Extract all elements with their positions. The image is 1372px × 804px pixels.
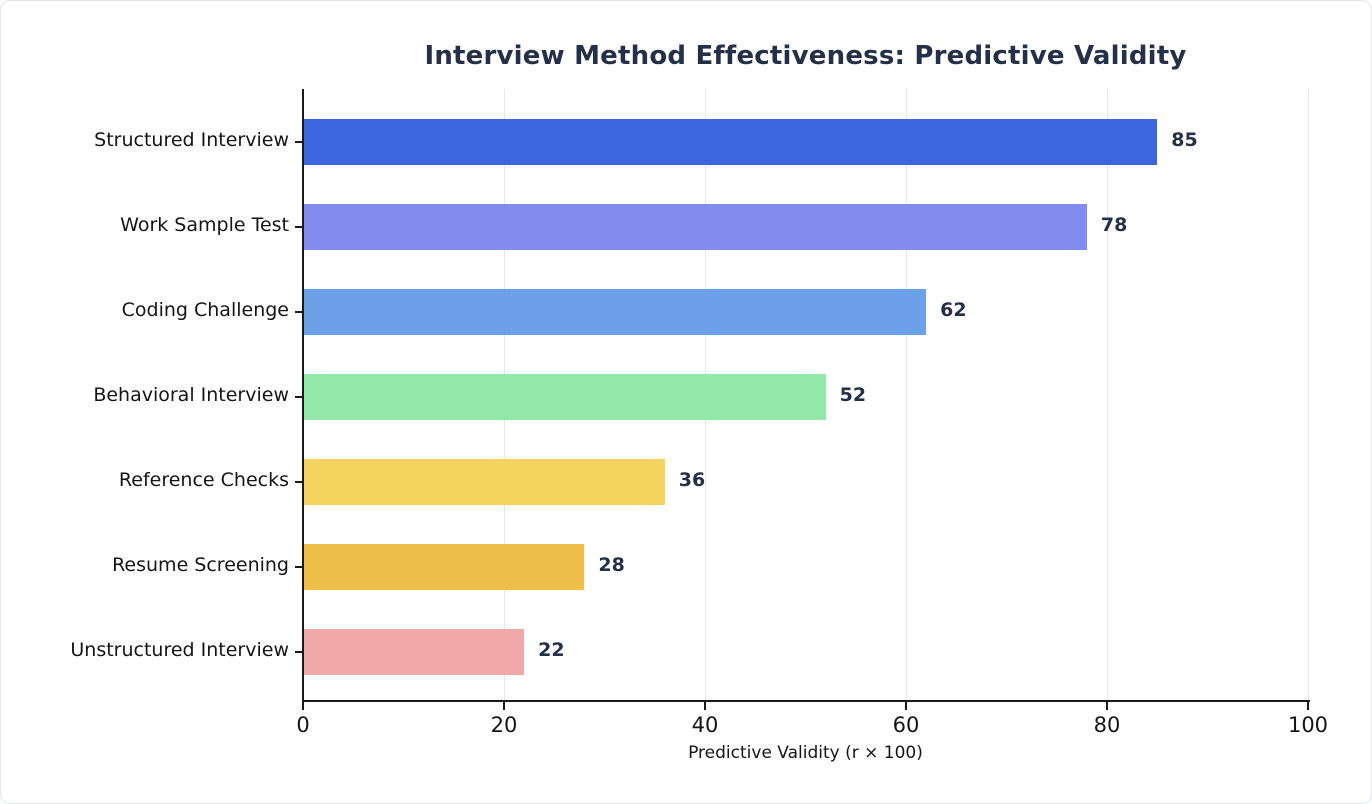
bar-reference-checks xyxy=(303,459,665,505)
value-label: 78 xyxy=(1100,214,1128,236)
x-tick-mark xyxy=(704,702,706,710)
x-tick-label: 20 xyxy=(490,713,518,737)
x-axis-line xyxy=(302,700,1310,702)
y-axis-line xyxy=(302,89,304,703)
y-tick-mark xyxy=(295,481,303,483)
x-tick-mark xyxy=(503,702,505,710)
x-tick-label: 80 xyxy=(1093,713,1121,737)
y-tick-mark xyxy=(295,311,303,313)
x-tick-mark xyxy=(1307,702,1309,710)
bar-resume-screening xyxy=(303,544,585,590)
x-tick-label: 40 xyxy=(691,713,719,737)
plot-area xyxy=(303,89,1309,701)
category-label: Resume Screening xyxy=(112,554,289,576)
x-axis-title: Predictive Validity (r × 100) xyxy=(688,743,923,763)
x-tick-mark xyxy=(1106,702,1108,710)
value-label: 36 xyxy=(678,469,706,491)
bar-work-sample-test xyxy=(303,204,1087,250)
category-label: Work Sample Test xyxy=(120,214,289,236)
bar-structured-interview xyxy=(303,119,1158,165)
gridline-x-100 xyxy=(1307,89,1309,701)
value-label: 85 xyxy=(1171,129,1198,151)
gridline-x-60 xyxy=(905,89,907,701)
x-tick-label: 0 xyxy=(296,713,310,737)
value-label: 22 xyxy=(538,639,565,661)
category-label: Coding Challenge xyxy=(121,299,289,321)
value-label: 28 xyxy=(598,554,625,576)
x-tick-mark xyxy=(905,702,907,710)
x-tick-label: 60 xyxy=(892,713,920,737)
y-tick-mark xyxy=(295,141,303,143)
category-label: Behavioral Interview xyxy=(93,384,289,406)
value-label: 52 xyxy=(839,384,867,406)
category-label: Reference Checks xyxy=(118,469,289,491)
value-label: 62 xyxy=(940,299,967,321)
gridline-x-80 xyxy=(1106,89,1108,701)
y-tick-mark xyxy=(295,396,303,398)
y-tick-mark xyxy=(295,651,303,653)
category-label: Structured Interview xyxy=(94,129,289,151)
x-tick-mark xyxy=(302,702,304,710)
chart-title: Interview Method Effectiveness: Predicti… xyxy=(424,41,1187,71)
bar-coding-challenge xyxy=(303,289,927,335)
y-tick-mark xyxy=(295,566,303,568)
y-tick-mark xyxy=(295,226,303,228)
x-tick-label: 100 xyxy=(1287,713,1329,737)
bar-unstructured-interview xyxy=(303,629,525,675)
bar-behavioral-interview xyxy=(303,374,826,420)
category-label: Unstructured Interview xyxy=(70,639,289,661)
